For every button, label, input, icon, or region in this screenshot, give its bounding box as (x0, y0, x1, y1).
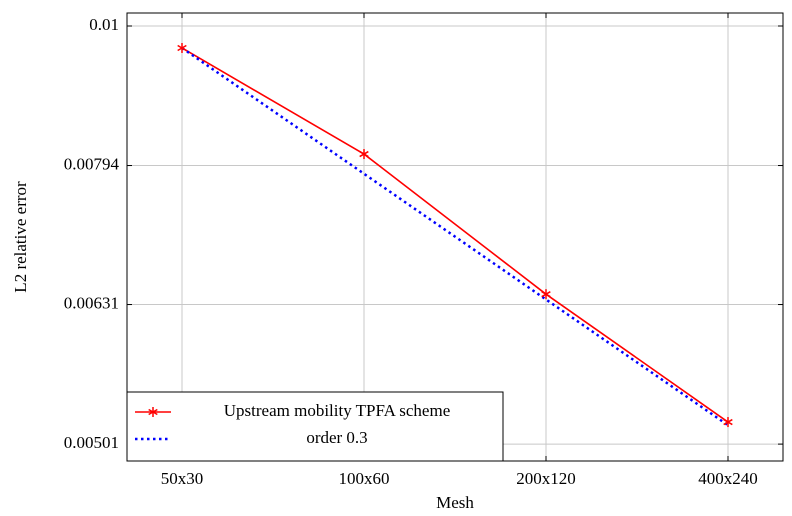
y-tick-label: 0.01 (89, 15, 119, 34)
marker (541, 289, 551, 300)
x-tick-label: 200x120 (516, 469, 576, 488)
x-tick-label: 400x240 (698, 469, 758, 488)
legend-box (126, 391, 504, 462)
legend-label: order 0.3 (306, 428, 367, 447)
series-line (181, 47, 729, 423)
marker-stroke (148, 408, 158, 416)
y-tick-label: 0.00794 (64, 154, 120, 173)
marker-stroke (723, 418, 733, 426)
marker (359, 149, 369, 160)
x-tick-label: 50x30 (161, 469, 204, 488)
legend-label: Upstream mobility TPFA scheme (224, 401, 451, 420)
series-line (181, 46, 729, 427)
marker (177, 42, 187, 53)
x-axis-label: Mesh (436, 493, 474, 512)
marker-stroke (541, 291, 551, 298)
y-axis-label: L2 relative error (11, 181, 30, 293)
marker-stroke (177, 44, 187, 52)
x-tick-label: 100x60 (339, 469, 390, 488)
y-tick-label: 0.00501 (64, 433, 119, 452)
legend-marker (148, 407, 158, 417)
y-tick-label: 0.00631 (64, 293, 119, 312)
marker (723, 417, 733, 428)
marker-stroke (359, 150, 369, 158)
